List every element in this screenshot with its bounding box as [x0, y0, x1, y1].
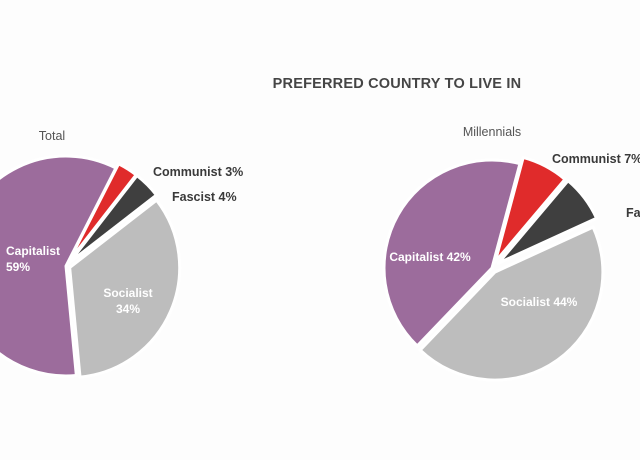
slice-label-total-fascist: Fascist 4% [172, 190, 237, 204]
pie-label-total: Total [39, 129, 65, 143]
slice-label-millennials-fascist: Fascist 7% [626, 206, 640, 220]
pie-millennials: Communist 7% Fascist 7% Socialist 44% Capit… [382, 152, 640, 382]
pie-slice-millennials-capitalist [382, 158, 522, 348]
pie-slice-millennials-socialist [418, 225, 605, 382]
slice-label-total-capitalist: Capitalist 59% [6, 244, 60, 274]
pie-label-millennials: Millennials [463, 125, 521, 139]
slice-label-total-socialist: Socialist 34% [103, 286, 152, 316]
pie-slice-total-socialist [68, 198, 182, 379]
slice-label-millennials-communist: Communist 7% [552, 152, 640, 166]
pie-slice-total-capitalist [0, 154, 118, 378]
pie-slice-millennials-communist [493, 155, 567, 264]
slice-label-total-communist: Communist 3% [153, 165, 243, 179]
pie-total: Communist 3% Fascist 4% Socialist 34% Capita… [0, 154, 243, 379]
pie-slice-total-fascist [68, 174, 158, 264]
slice-label-millennials-capitalist: Capitalist 42% [389, 250, 471, 264]
slice-label-millennials-socialist: Socialist 44% [501, 295, 578, 309]
chart-title: PREFERRED COUNTRY TO LIVE IN [273, 76, 522, 92]
pie-slice-millennials-fascist [496, 179, 599, 265]
